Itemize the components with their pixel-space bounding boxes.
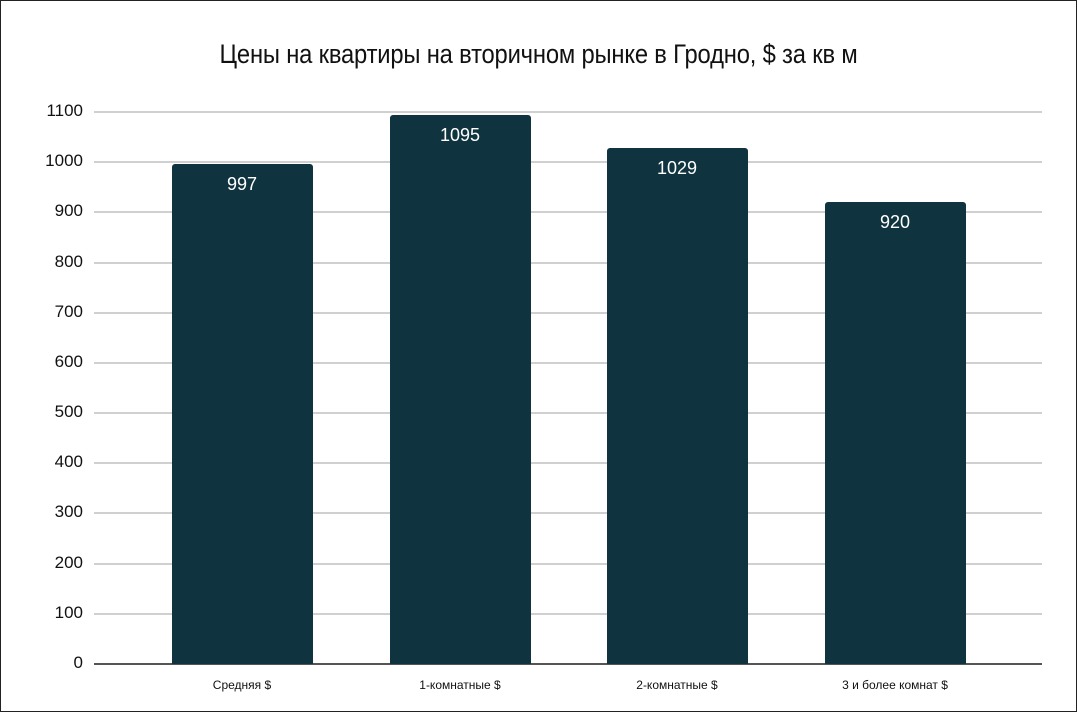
y-tick-label: 700 bbox=[54, 301, 83, 321]
y-tick-label: 100 bbox=[54, 602, 83, 622]
bar: 1029 bbox=[606, 147, 748, 664]
gridline bbox=[94, 462, 1042, 465]
x-tick-label: 2-комнатные $ bbox=[636, 678, 718, 692]
gridline bbox=[94, 512, 1042, 515]
x-tick-label: Средняя $ bbox=[212, 678, 272, 692]
bar-value-label: 997 bbox=[226, 173, 258, 194]
gridline bbox=[94, 562, 1042, 565]
gridline bbox=[94, 361, 1042, 364]
y-tick-label: 1100 bbox=[46, 101, 83, 120]
bar-value-label: 920 bbox=[879, 212, 911, 233]
chart-title: Цены на квартиры на вторичном рынке в Гр… bbox=[219, 39, 858, 69]
gridline bbox=[94, 211, 1042, 214]
gridline bbox=[94, 161, 1042, 164]
y-tick-label: 800 bbox=[54, 251, 83, 271]
gridline bbox=[94, 612, 1042, 615]
y-tick-label: 0 bbox=[73, 653, 83, 672]
gridline bbox=[94, 412, 1042, 415]
x-axis-line bbox=[94, 663, 1042, 665]
bar-value-label: 1095 bbox=[439, 124, 481, 145]
y-tick-label: 900 bbox=[54, 201, 83, 221]
bar-value-label: 1029 bbox=[656, 157, 698, 178]
x-tick-label: 3 и более комнат $ bbox=[842, 678, 948, 692]
gridline bbox=[94, 261, 1042, 264]
y-tick-label: 600 bbox=[54, 351, 83, 371]
bar: 1095 bbox=[389, 114, 531, 664]
gridline bbox=[94, 111, 1042, 113]
y-tick-label: 300 bbox=[54, 502, 83, 522]
y-tick-label: 500 bbox=[54, 402, 83, 422]
x-tick-label: 1-комнатные $ bbox=[419, 678, 501, 692]
bar: 997 bbox=[171, 163, 313, 664]
gridline bbox=[94, 311, 1042, 314]
bar: 920 bbox=[824, 202, 966, 664]
y-tick-label: 1000 bbox=[45, 151, 83, 171]
y-tick-label: 200 bbox=[54, 552, 83, 572]
y-tick-label: 400 bbox=[54, 452, 83, 472]
